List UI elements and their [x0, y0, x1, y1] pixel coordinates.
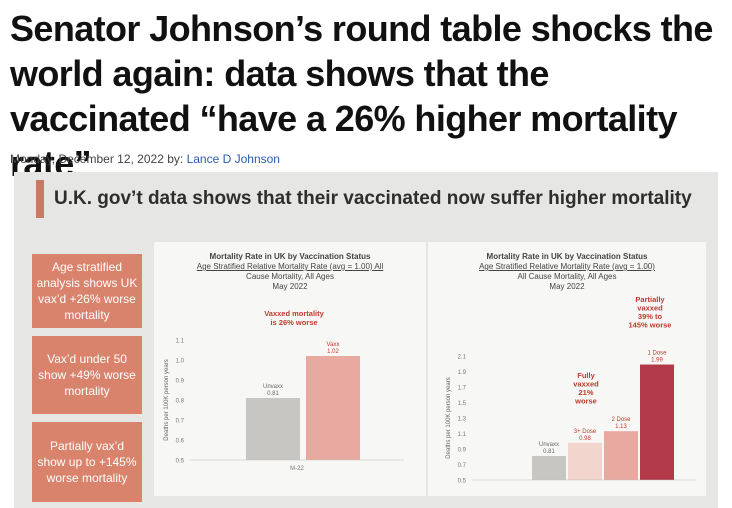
y-tick-label: 0.7	[458, 463, 467, 469]
chart-1-subtitle-3: May 2022	[272, 282, 308, 291]
article-headline: Senator Johnson’s round table shocks the…	[10, 8, 713, 184]
bar-category-label: 1 Dose	[647, 351, 667, 357]
sidebar-callout-text: Partially vax’d show up to +145% worse m…	[37, 439, 137, 485]
bar-category-label: Vaxx	[327, 342, 340, 348]
chart-2-annotation-fully: worse	[574, 397, 597, 406]
chart-panel-2: Mortality Rate in UK by Vaccination Stat…	[428, 242, 706, 496]
title-accent-bar	[36, 180, 44, 218]
chart-2: 2.1 1.9 1.7 1.5 1.3 1.1 0.9 0.7 0.5 Deaths per 10…	[446, 295, 696, 485]
chart-1-annotation: Vaxxed mortality	[264, 309, 324, 318]
chart-2-annotation-partially: Partially	[635, 295, 665, 304]
chart-1-subtitle-1: Age Stratified Relative Mortality Rate (…	[196, 262, 384, 271]
article-date: Monday, December 12, 2022 by:	[10, 152, 184, 166]
y-tick-label: 2.1	[458, 355, 467, 361]
chart-1-annotation: is 26% worse	[270, 318, 317, 327]
sidebar-callout-3: Partially vax’d show up to +145% worse m…	[32, 422, 142, 502]
bar-category-label: Unvaxx	[539, 442, 559, 448]
chart-2-annotation-partially: 39% to	[638, 312, 663, 321]
bar-category-label: Unvaxx	[263, 384, 283, 390]
article-byline: Monday, December 12, 2022 by: Lance D Jo…	[10, 152, 280, 166]
infographic: U.K. gov’t data shows that their vaccina…	[14, 172, 718, 508]
chart-2-subtitle-1: Age Stratified Relative Mortality Rate (…	[479, 262, 655, 271]
y-tick-label: 1.9	[458, 370, 467, 376]
bar	[306, 356, 360, 460]
chart-1-subtitle-2: Cause Mortality, All Ages	[246, 272, 334, 281]
bar-value-label: 1.13	[615, 424, 627, 430]
sidebar-callout-text: Age stratified analysis shows UK vax’d +…	[36, 260, 138, 322]
chart-1-title: Mortality Rate in UK by Vaccination Stat…	[209, 252, 371, 261]
bar	[568, 442, 602, 480]
y-tick-label: 0.6	[176, 439, 185, 445]
bar	[604, 431, 638, 480]
chart-2-subtitle-2: All Cause Mortality, All Ages	[517, 272, 617, 281]
bar	[532, 455, 566, 480]
bar-value-label: 1.99	[651, 358, 663, 364]
chart-2-annotation-partially: 145% worse	[629, 321, 672, 330]
chart-1-header: Mortality Rate in UK by Vaccination Stat…	[154, 252, 426, 292]
infographic-title-bar: U.K. gov’t data shows that their vaccina…	[36, 180, 692, 218]
y-axis-label: Deaths per 100K person years	[164, 359, 170, 440]
bar-value-label: 0.81	[543, 449, 555, 455]
y-tick-label: 1.0	[176, 359, 185, 365]
author-link[interactable]: Lance D Johnson	[186, 152, 280, 166]
bar-category-label: 2 Dose	[611, 417, 631, 423]
bar	[246, 398, 300, 460]
sidebar-callout-1: Age stratified analysis shows UK vax’d +…	[32, 254, 142, 328]
y-tick-label: 0.8	[176, 399, 185, 405]
sidebar-callout-text: Vax’d under 50 show +49% worse mortality	[38, 352, 136, 398]
y-tick-label: 1.7	[458, 386, 467, 392]
y-tick-label: 1.1	[176, 339, 185, 345]
chart-2-annotation-fully: vaxxed	[573, 380, 599, 389]
y-tick-label: 0.9	[458, 448, 467, 454]
y-tick-label: 0.5	[458, 479, 467, 485]
bar	[640, 364, 674, 480]
chart-2-subtitle-3: May 2022	[549, 282, 585, 291]
bar-value-label: 1.02	[327, 349, 339, 355]
y-tick-label: 0.7	[176, 419, 185, 425]
y-tick-label: 1.1	[458, 432, 467, 438]
chart-2-annotation-fully: 21%	[578, 388, 593, 397]
chart-2-header: Mortality Rate in UK by Vaccination Stat…	[428, 252, 706, 292]
y-tick-label: 0.5	[176, 459, 185, 465]
y-tick-label: 0.9	[176, 379, 185, 385]
y-tick-label: 1.3	[458, 417, 467, 423]
chart-2-title: Mortality Rate in UK by Vaccination Stat…	[486, 252, 648, 261]
y-axis-label: Deaths per 100K person years	[446, 377, 452, 458]
chart-2-annotation-fully: Fully	[577, 371, 595, 380]
chart-2-annotation-partially: vaxxed	[637, 304, 663, 313]
x-tick-label: M-22	[290, 466, 304, 472]
bar-category-label: 3+ Dose	[574, 429, 597, 435]
bar-value-label: 0.98	[579, 436, 591, 442]
chart-1: 1.1 1.0 0.9 0.8 0.7 0.6 0.5 Deaths per 100K per…	[164, 309, 404, 472]
sidebar-callout-2: Vax’d under 50 show +49% worse mortality	[32, 336, 142, 414]
bar-value-label: 0.81	[267, 391, 279, 397]
y-tick-label: 1.5	[458, 401, 467, 407]
chart-panel-1: Mortality Rate in UK by Vaccination Stat…	[154, 242, 426, 496]
infographic-title: U.K. gov’t data shows that their vaccina…	[54, 188, 692, 209]
